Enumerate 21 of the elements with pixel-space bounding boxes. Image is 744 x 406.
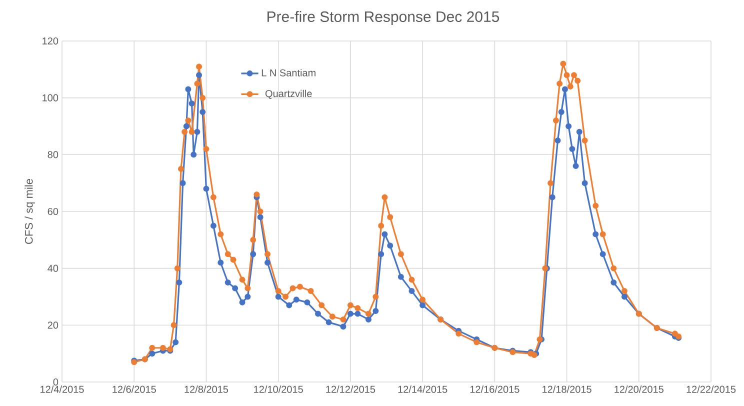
x-tick-label: 12/12/2015 [326,386,376,393]
x-tick-label: 12/10/2015 [254,386,303,393]
y-tick-label: 100 [42,94,58,102]
x-tick-label: 12/6/2015 [112,386,156,393]
legend-label: L N Santiam [262,69,316,76]
x-tick-label: 12/18/2015 [542,386,592,393]
y-tick-label: 80 [48,151,58,158]
x-tick-label: 12/22/2015 [686,386,736,393]
x-tick-label: 12/8/2015 [184,386,228,393]
y-axis-title: CFS / sq mile [24,178,35,244]
y-tick-label: 0 [53,378,58,386]
x-tick-label: 12/16/2015 [470,386,520,393]
y-tick-label: 20 [48,322,58,329]
x-tick-label: 12/20/2015 [614,386,664,393]
y-tick-label: 40 [48,264,58,272]
y-tick-label: 60 [48,208,58,216]
x-tick-label: 12/4/2015 [40,386,84,393]
chart-title: Pre-fire Storm Response Dec 2015 [268,11,500,25]
legend-label: Quartzville [265,90,312,99]
x-tick-label: 12/14/2015 [398,386,448,393]
y-tick-label: 120 [42,37,58,45]
